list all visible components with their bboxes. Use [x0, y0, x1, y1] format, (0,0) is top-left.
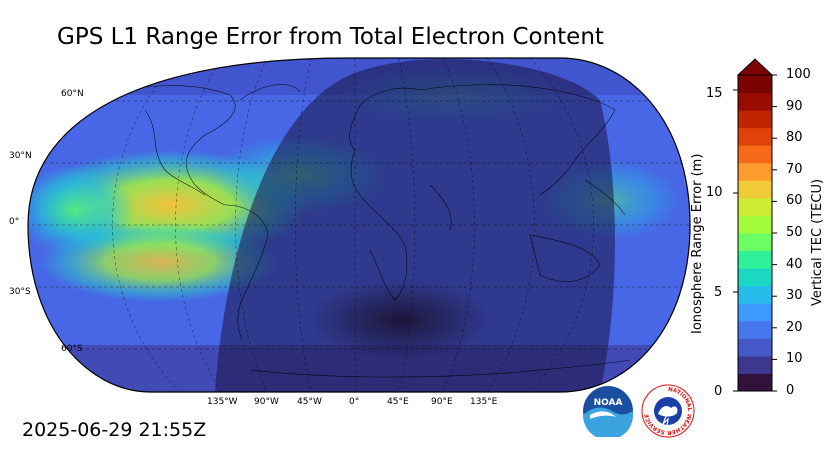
nws-logo: NATIONAL WEATHER SERVICE	[641, 384, 695, 438]
lon-label-135e: 135°E	[470, 397, 498, 407]
colorbar-segment	[738, 373, 772, 392]
cbar-right-tick-label: 10	[786, 351, 803, 367]
lon-label-0: 0°	[349, 397, 360, 407]
colorbar-segment	[738, 162, 772, 181]
left-axis-label: Ionosphere Range Error (m)	[690, 153, 705, 334]
lat-label-60n: 60°N	[61, 89, 84, 99]
lon-label-45w: 45°W	[297, 397, 322, 407]
colorbar-segment	[738, 338, 772, 357]
cbar-right-tick-label: 80	[786, 130, 803, 146]
lon-label-45e: 45°E	[387, 397, 409, 407]
colorbar-extend-arrow	[736, 58, 774, 76]
colorbar	[733, 58, 777, 392]
cbar-right-tick-label: 70	[786, 161, 803, 177]
noaa-logo-text: NOAA	[594, 398, 623, 408]
tec-field	[28, 58, 690, 392]
graticule	[28, 58, 690, 392]
colorbar-segment	[738, 285, 772, 304]
chart-title: GPS L1 Range Error from Total Electron C…	[57, 24, 604, 50]
noaa-logo: NOAA	[583, 386, 633, 437]
colorbar-segment	[738, 250, 772, 269]
globe-outline	[27, 57, 691, 393]
lon-label-90w: 90°W	[254, 397, 279, 407]
lon-label-135w: 135°W	[207, 397, 238, 407]
cbar-left-tick-15: 15	[706, 86, 723, 101]
colorbar-segment	[738, 180, 772, 199]
colorbar-segment	[738, 127, 772, 146]
colorbar-segment	[738, 110, 772, 129]
colorbar-segment	[738, 320, 772, 339]
cbar-left-tick-5: 5	[714, 285, 723, 300]
colorbar-segment	[738, 233, 772, 252]
cbar-right-tick-label: 30	[786, 288, 803, 304]
colorbar-segment	[738, 75, 772, 94]
colorbar-segment	[738, 268, 772, 287]
colorbar-segment	[738, 303, 772, 322]
colorbar-segment	[738, 355, 772, 374]
lon-label-90e: 90°E	[431, 397, 453, 407]
cbar-left-tick-10: 10	[706, 185, 723, 200]
colorbar-segment	[738, 92, 772, 111]
cbar-right-tick-label: 20	[786, 319, 803, 335]
cbar-right-tick-label: 50	[786, 225, 803, 240]
lat-label-0: 0°	[9, 217, 20, 227]
lat-label-30s: 30°S	[9, 287, 31, 297]
colorbar-segment	[738, 197, 772, 216]
cbar-right-tick-label: 90	[786, 98, 803, 114]
cbar-right-tick-label: 40	[786, 256, 803, 272]
cbar-right-tick-label: 0	[786, 383, 795, 398]
timestamp: 2025-06-29 21:55Z	[22, 419, 207, 441]
colorbar-segment	[738, 145, 772, 164]
colorbar-segment	[738, 215, 772, 234]
cbar-right-tick-label: 100	[786, 67, 811, 82]
lat-label-30n: 30°N	[9, 151, 32, 161]
lat-label-60s: 60°S	[61, 344, 83, 354]
cbar-right-tick-label: 60	[786, 193, 803, 209]
right-axis-label: Vertical TEC (TECU)	[810, 178, 825, 306]
cbar-left-tick-0: 0	[714, 384, 723, 399]
coastlines	[104, 84, 631, 378]
